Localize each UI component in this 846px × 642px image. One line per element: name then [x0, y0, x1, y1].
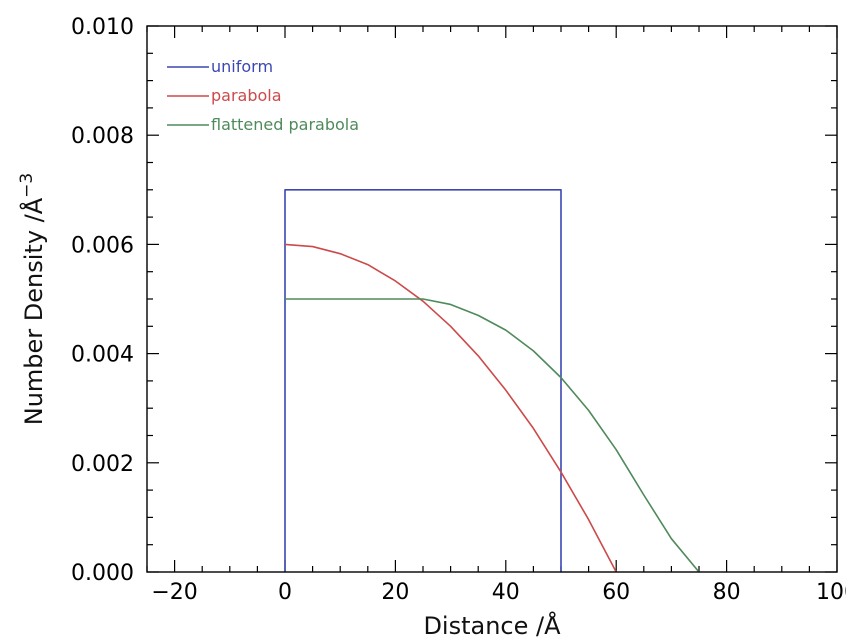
plot-frame — [146, 25, 838, 573]
y-axis-title: Number Density /Å−3 — [17, 173, 48, 425]
series-line-parabola — [284, 243, 617, 573]
y-axis-title-superscript: −3 — [17, 173, 37, 198]
x-tick-label: −20 — [151, 580, 197, 605]
y-axis-title-main: Number Density /Å — [19, 197, 48, 425]
y-tick-label: 0.002 — [71, 452, 134, 477]
legend-label-flattened-parabola: flattened parabola — [211, 115, 359, 134]
x-tick-label: 80 — [713, 580, 741, 605]
y-tick-label: 0.000 — [71, 561, 134, 586]
x-tick-label: 20 — [381, 580, 409, 605]
series-line-flattened-parabola — [285, 298, 700, 573]
legend: uniform parabola flattened parabola — [167, 57, 359, 134]
labels-layer: −20 0 20 40 60 80 100 0.000 0.002 0.004 0.006 0.008… — [71, 15, 846, 605]
legend-label-uniform: uniform — [211, 57, 273, 76]
legend-label-parabola: parabola — [211, 86, 282, 105]
x-tick-label: 60 — [602, 580, 630, 605]
series-layer — [284, 189, 700, 573]
y-tick-label: 0.008 — [71, 124, 134, 149]
series-line-uniform — [284, 189, 562, 572]
x-tick-label: 100 — [816, 580, 846, 605]
x-tick-label: 0 — [278, 580, 292, 605]
y-tick-label: 0.004 — [71, 343, 134, 368]
y-tick-label: 0.010 — [71, 15, 134, 40]
ticks-layer — [146, 25, 838, 573]
x-axis-title: Distance /Å — [423, 611, 561, 640]
x-tick-label: 40 — [492, 580, 520, 605]
y-tick-label: 0.006 — [71, 233, 134, 258]
